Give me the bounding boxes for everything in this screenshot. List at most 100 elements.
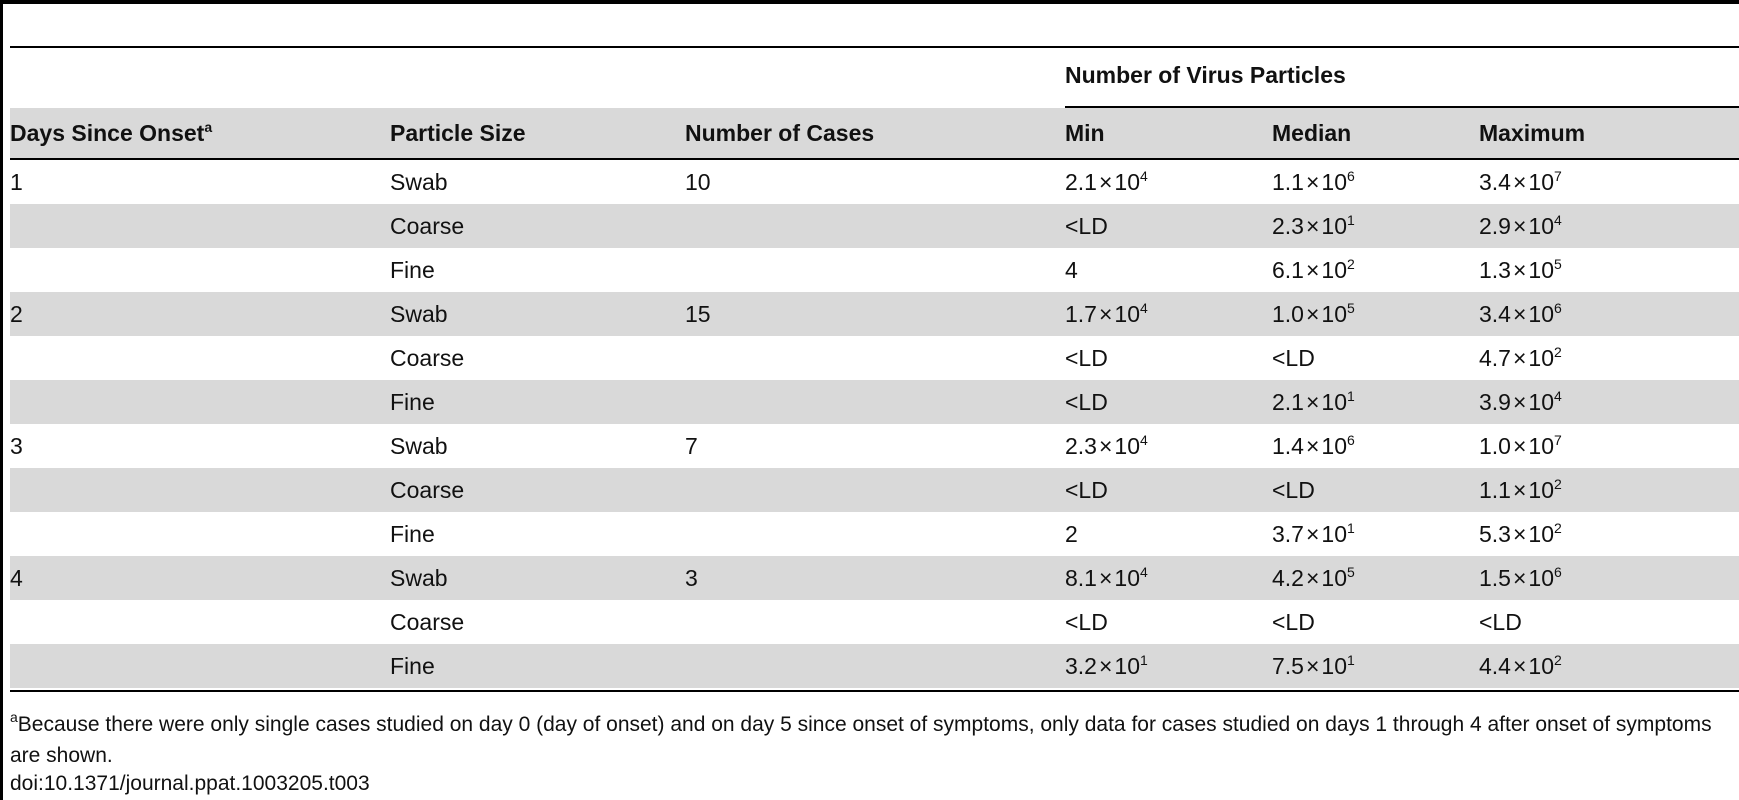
cell-mantissa: 8.1 — [1065, 565, 1097, 591]
times-sign: × — [1512, 301, 1527, 327]
cell-median: 4.2×105 — [1272, 564, 1355, 591]
cell-value: <LD — [1065, 477, 1108, 503]
times-sign: × — [1098, 301, 1113, 327]
cell-max: 1.1×102 — [1479, 476, 1562, 503]
table-row: Fine 2 3.7×101 5.3×102 — [10, 512, 1739, 556]
header-maximum: Maximum — [1479, 120, 1586, 146]
cell-mantissa: 1.1 — [1272, 169, 1304, 195]
cell-exponent: 7 — [1554, 432, 1562, 448]
cell-value: <LD — [1272, 609, 1315, 635]
cell-exponent: 7 — [1554, 168, 1562, 184]
cell-particle-size: Swab — [390, 565, 448, 591]
cell-mantissa: 2.9 — [1479, 213, 1511, 239]
cell-median: <LD — [1272, 336, 1315, 380]
cell-value: <LD — [1479, 609, 1522, 635]
times-sign: × — [1512, 433, 1527, 459]
cell-median: 7.5×101 — [1272, 652, 1355, 679]
cell-exponent: 2 — [1347, 256, 1355, 272]
cell-value: <LD — [1065, 609, 1108, 635]
cell-min: 2 — [1065, 512, 1078, 556]
cell-exponent: 5 — [1554, 256, 1562, 272]
cell-particle-size: Fine — [390, 653, 435, 679]
cell-particle-size: Coarse — [390, 345, 465, 371]
times-sign: × — [1305, 521, 1320, 547]
cell-min: <LD — [1065, 600, 1108, 644]
cell-max: 3.4×106 — [1479, 300, 1562, 327]
header-days-since-onset: Days Since Onseta — [10, 119, 213, 146]
cell-particle-size: Coarse — [390, 609, 465, 635]
cell-exponent: 1 — [1347, 212, 1355, 228]
cell-exponent: 4 — [1140, 432, 1148, 448]
cell-median: 1.1×106 — [1272, 168, 1355, 195]
cell-min: 2.1×104 — [1065, 168, 1148, 195]
cell-mantissa: 3.9 — [1479, 389, 1511, 415]
cell-particle-size: Fine — [390, 389, 435, 415]
cell-days: 1 — [10, 169, 23, 195]
cell-mantissa: 3.4 — [1479, 301, 1511, 327]
times-sign: × — [1305, 301, 1320, 327]
cell-value: 4 — [1065, 257, 1078, 283]
cell-max: 2.9×104 — [1479, 212, 1562, 239]
header-rule — [10, 158, 1739, 160]
table-bottom-rule — [10, 690, 1739, 692]
cell-min: <LD — [1065, 336, 1108, 380]
cell-max: <LD — [1479, 600, 1522, 644]
cell-median: 3.7×101 — [1272, 520, 1355, 547]
cell-cases: 3 — [685, 565, 698, 591]
cell-mantissa: 2.1 — [1272, 389, 1304, 415]
cell-mantissa: 1.0 — [1479, 433, 1511, 459]
cell-exponent: 1 — [1347, 520, 1355, 536]
cell-particle-size: Coarse — [390, 213, 465, 239]
times-sign: × — [1512, 477, 1527, 503]
cell-exponent: 5 — [1347, 300, 1355, 316]
header-median: Median — [1272, 120, 1352, 146]
footnote-mark: a — [10, 709, 18, 725]
cell-max: 1.0×107 — [1479, 432, 1562, 459]
cell-exponent: 2 — [1554, 344, 1562, 360]
cell-median: <LD — [1272, 468, 1315, 512]
cell-exponent: 4 — [1140, 168, 1148, 184]
header-min: Min — [1065, 120, 1105, 146]
top-border — [0, 0, 1739, 4]
cell-mantissa: 2.3 — [1272, 213, 1304, 239]
cell-mantissa: 1.4 — [1272, 433, 1304, 459]
times-sign: × — [1305, 257, 1320, 283]
cell-exponent: 6 — [1554, 300, 1562, 316]
times-sign: × — [1098, 565, 1113, 591]
table-row: Coarse <LD <LD 1.1×102 — [10, 468, 1739, 512]
cell-particle-size: Swab — [390, 169, 448, 195]
cell-max: 5.3×102 — [1479, 520, 1562, 547]
times-sign: × — [1305, 169, 1320, 195]
cell-min: 3.2×101 — [1065, 652, 1148, 679]
times-sign: × — [1098, 169, 1113, 195]
cell-exponent: 2 — [1554, 520, 1562, 536]
cell-value: <LD — [1065, 389, 1108, 415]
times-sign: × — [1098, 653, 1113, 679]
cell-exponent: 1 — [1347, 388, 1355, 404]
cell-min: 2.3×104 — [1065, 432, 1148, 459]
cell-mantissa: 4.2 — [1272, 565, 1304, 591]
cell-exponent: 6 — [1347, 432, 1355, 448]
cell-median: 1.4×106 — [1272, 432, 1355, 459]
cell-exponent: 1 — [1347, 652, 1355, 668]
times-sign: × — [1305, 433, 1320, 459]
cell-exponent: 4 — [1554, 388, 1562, 404]
cell-mantissa: 1.0 — [1272, 301, 1304, 327]
doi-link[interactable]: doi:10.1371/journal.ppat.1003205.t003 — [10, 772, 370, 795]
times-sign: × — [1512, 345, 1527, 371]
times-sign: × — [1512, 389, 1527, 415]
cell-exponent: 1 — [1140, 652, 1148, 668]
cell-max: 3.4×107 — [1479, 168, 1562, 195]
cell-exponent: 2 — [1554, 652, 1562, 668]
table-row: Coarse <LD <LD 4.7×102 — [10, 336, 1739, 380]
cell-median: 6.1×102 — [1272, 256, 1355, 283]
cell-max: 3.9×104 — [1479, 388, 1562, 415]
cell-exponent: 6 — [1554, 564, 1562, 580]
cell-mantissa: 7.5 — [1272, 653, 1304, 679]
cell-min: 1.7×104 — [1065, 300, 1148, 327]
table-footnote: aBecause there were only single cases st… — [10, 709, 1735, 770]
table-row: Fine 4 6.1×102 1.3×105 — [10, 248, 1739, 292]
table-row: 1 Swab 10 2.1×104 1.1×106 3.4×107 — [10, 160, 1739, 204]
cell-median: 1.0×105 — [1272, 300, 1355, 327]
cell-mantissa: 3.4 — [1479, 169, 1511, 195]
